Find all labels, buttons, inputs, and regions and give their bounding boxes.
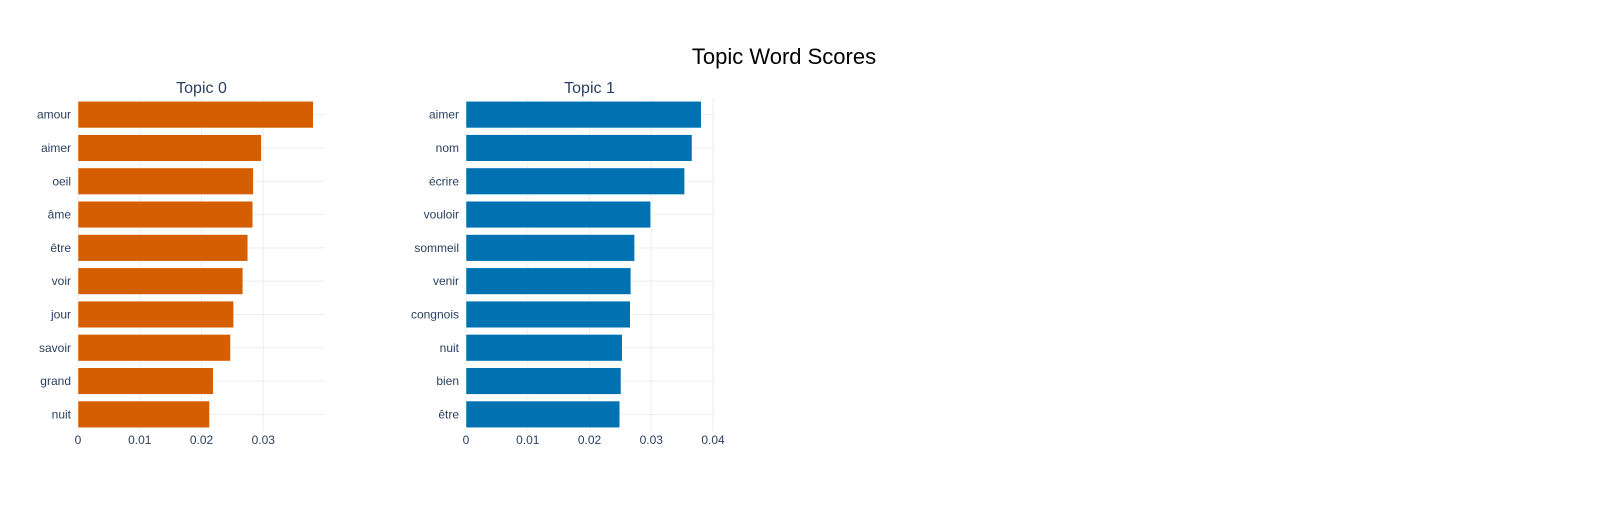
x-tick-label: 0.04 [701, 433, 725, 447]
subplot-title: Topic 1 [564, 80, 615, 97]
bar-congnois[interactable] [465, 300, 631, 329]
bar-bien[interactable] [465, 367, 622, 395]
y-category-label: grand [40, 374, 71, 388]
y-category-label: nuit [440, 341, 460, 355]
bar-jour[interactable] [77, 300, 234, 329]
y-category-label: amour [37, 108, 71, 122]
y-category-label: venir [433, 274, 459, 288]
subplot-topic-1: Topic 1 0 0.01 0.02 0.03 0.04 aimer nom écrire vo… [411, 80, 725, 447]
y-category-label: congnois [411, 307, 459, 321]
bar-nom[interactable] [465, 134, 693, 162]
y-category-label: oeil [52, 174, 71, 188]
bar-amour[interactable] [77, 101, 314, 129]
x-tick-label: 0.03 [640, 433, 664, 447]
x-tick-label: 0 [463, 433, 470, 447]
y-category-label: bien [436, 374, 459, 388]
bar-aimer[interactable] [77, 134, 262, 162]
y-category-label: aimer [429, 108, 459, 122]
y-category-label: savoir [39, 341, 71, 355]
bar-être[interactable] [465, 400, 621, 428]
bar-nuit[interactable] [465, 334, 623, 362]
y-category-label: écrire [429, 174, 459, 188]
bar-voir[interactable] [77, 267, 244, 295]
bar-âme[interactable] [77, 200, 254, 229]
bar-écrire[interactable] [465, 167, 685, 195]
figure-title: Topic Word Scores [692, 44, 876, 69]
y-category-label: vouloir [424, 208, 459, 222]
x-tick-label: 0.03 [252, 433, 276, 447]
bar-sommeil[interactable] [465, 234, 635, 262]
y-category-label: âme [48, 208, 72, 222]
y-category-label: être [438, 407, 459, 421]
bar-savoir[interactable] [77, 334, 231, 362]
bar-grand[interactable] [77, 367, 214, 395]
bar-venir[interactable] [465, 267, 632, 295]
x-tick-label: 0.02 [578, 433, 602, 447]
bar-aimer[interactable] [465, 101, 702, 129]
x-tick-label: 0 [75, 433, 82, 447]
x-tick-label: 0.01 [128, 433, 152, 447]
y-category-label: sommeil [414, 241, 459, 255]
y-category-label: nuit [52, 407, 72, 421]
bar-être[interactable] [77, 234, 249, 262]
y-category-label: nom [436, 141, 459, 155]
subplot-title: Topic 0 [176, 80, 227, 97]
bar-nuit[interactable] [77, 400, 210, 428]
y-category-label: aimer [41, 141, 71, 155]
subplot-topic-0: Topic 0 0 0.01 0.02 0.03 amour aimer oeil âme êtr… [37, 80, 325, 447]
subplots: Topic 0 0 0.01 0.02 0.03 amour aimer oeil âme êtr… [37, 80, 725, 447]
y-category-label: voir [52, 274, 71, 288]
bar-oeil[interactable] [77, 167, 254, 195]
x-tick-label: 0.01 [516, 433, 540, 447]
y-category-label: être [50, 241, 71, 255]
x-tick-label: 0.02 [190, 433, 214, 447]
bar-vouloir[interactable] [465, 200, 651, 229]
y-category-label: jour [50, 307, 71, 321]
